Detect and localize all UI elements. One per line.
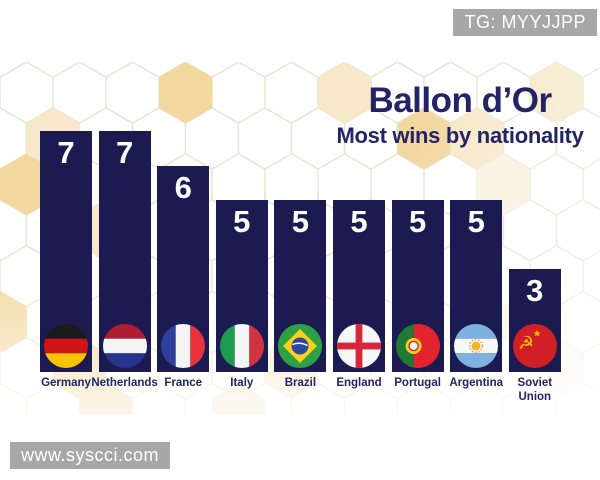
bar-category-label: Italy bbox=[230, 377, 254, 389]
flag-england-icon bbox=[337, 324, 381, 368]
flag-germany-icon bbox=[44, 324, 88, 368]
svg-text:☭: ☭ bbox=[518, 333, 534, 354]
bar-category-label: Portugal bbox=[394, 377, 441, 389]
bar-portugal: 5 Portugal bbox=[391, 200, 444, 389]
flag-netherlands-icon bbox=[102, 324, 147, 368]
website-watermark-badge: www.syscci.com bbox=[10, 442, 171, 469]
bar-category-label: Germany bbox=[41, 377, 91, 389]
bar-category-label: Brazil bbox=[284, 377, 317, 389]
bar-value-label: 7 bbox=[115, 135, 134, 170]
bar-value-label: 7 bbox=[57, 135, 75, 170]
bar-value-label: 5 bbox=[467, 204, 485, 239]
bar-france: 6 France bbox=[157, 166, 210, 389]
bar-value-label: 5 bbox=[291, 204, 310, 239]
bar-category-label: Argentina bbox=[449, 377, 504, 389]
bar-value-label: 5 bbox=[408, 204, 427, 239]
chart-subtitle: Most wins by nationality bbox=[336, 123, 584, 148]
bar-category-label: England bbox=[336, 377, 382, 389]
bar-category-label: Netherlands bbox=[91, 377, 158, 389]
bar-value-label: 5 bbox=[233, 204, 251, 239]
bar-category-label: Soviet Union bbox=[517, 377, 553, 403]
bar-germany: 7 Germany bbox=[40, 131, 92, 389]
flag-france-icon bbox=[161, 324, 206, 368]
flag-brazil-icon bbox=[278, 324, 323, 368]
bar-value-label: 5 bbox=[350, 204, 368, 239]
flag-soviet-union-icon: ☭ bbox=[512, 324, 557, 368]
bar-chart: 7 Germany 7 Netherlands 6 France 5 Italy 5 Brazil… bbox=[40, 130, 567, 403]
bar-netherlands: 7 Netherlands bbox=[91, 131, 158, 389]
flag-argentina-icon bbox=[454, 324, 499, 368]
bar-soviet-union: 3 ☭ Soviet Union bbox=[508, 269, 561, 403]
bar-italy: 5 Italy bbox=[215, 200, 268, 389]
chart-header: Ballon d’Or Most wins by nationality bbox=[328, 81, 592, 149]
bar-value-label: 6 bbox=[174, 170, 192, 205]
bar-england: 5 England bbox=[333, 200, 385, 389]
flag-portugal-icon bbox=[395, 324, 440, 368]
chart-title: Ballon d’Or bbox=[368, 81, 552, 120]
bar-brazil: 5 Brazil bbox=[274, 200, 327, 389]
flag-italy-icon bbox=[219, 324, 264, 368]
bar-argentina: 5 Argentina bbox=[449, 200, 503, 389]
telegram-watermark-badge: TG: MYYJJPP bbox=[453, 9, 597, 36]
bar-category-label: France bbox=[164, 377, 203, 389]
bar-value-label: 3 bbox=[526, 273, 544, 308]
